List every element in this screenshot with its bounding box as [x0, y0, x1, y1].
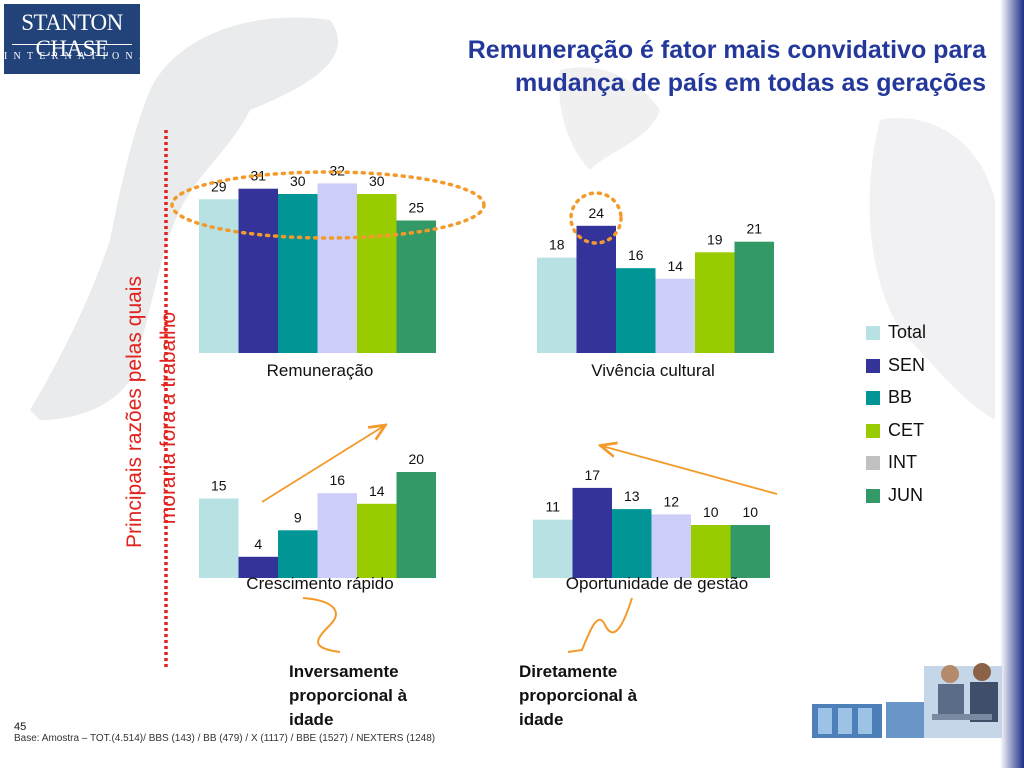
chart-panel-3: 11 17 13 12 10 10 Oportunidade de gestão — [533, 467, 770, 593]
category-label: Remuneração — [267, 361, 374, 380]
bar-sen — [572, 487, 612, 578]
page-number: 45 — [14, 721, 27, 733]
value-label: 4 — [254, 536, 262, 552]
bar-cet — [357, 503, 397, 578]
squiggle-connector-right — [567, 597, 633, 653]
value-label: 10 — [703, 504, 719, 520]
bar-sen — [238, 188, 278, 353]
value-label: 16 — [329, 472, 345, 488]
trend-arrow-up — [261, 426, 384, 503]
title-line-2: mudança de país em todas as gerações — [514, 69, 986, 97]
highlight-circle — [569, 191, 623, 245]
value-label: 16 — [628, 247, 644, 263]
bar-cet — [691, 525, 731, 578]
bar-bb — [278, 530, 318, 578]
legend-swatch — [866, 456, 880, 470]
title-line-1: Remuneração é fator mais convidativo par… — [467, 36, 986, 64]
bar-jun — [396, 472, 436, 578]
bar-sen — [576, 225, 616, 353]
logo-line-1: STANTON CHASE — [21, 10, 123, 61]
note-direct: Diretamente proporcional à idade — [519, 660, 637, 732]
bar-jun — [396, 220, 436, 353]
bar-int — [317, 183, 357, 353]
note-inverse-line-1: Inversamente — [289, 662, 399, 681]
trend-arrow-down — [602, 446, 778, 495]
legend-swatch — [866, 391, 880, 405]
legend-label: JUN — [888, 484, 923, 505]
squiggle-connector-left — [302, 597, 341, 653]
value-label: 13 — [624, 488, 640, 504]
value-label: 20 — [408, 451, 424, 467]
bar-sen — [238, 556, 278, 578]
legend-label: BB — [888, 387, 913, 407]
bar-jun — [734, 241, 774, 353]
bar-jun — [730, 525, 770, 578]
legend-label: INT — [888, 452, 917, 472]
legend-swatch — [866, 423, 880, 438]
note-direct-line-2: proporcional à — [519, 686, 638, 705]
bar-cet — [357, 194, 397, 353]
value-label: 11 — [545, 499, 560, 515]
category-label: Vivência cultural — [591, 361, 714, 380]
bar-bb — [278, 194, 318, 353]
value-label: 30 — [369, 173, 385, 189]
value-label: 32 — [329, 162, 345, 178]
note-inverse-line-2: proporcional à — [289, 686, 408, 705]
legend-swatch — [866, 488, 880, 503]
bar-cet — [695, 252, 735, 353]
bar-int — [655, 278, 695, 353]
legend-label: Total — [888, 322, 927, 342]
bar-int — [317, 493, 357, 578]
value-label: 14 — [369, 483, 385, 499]
company-logo: STANTON CHASE INTERNATIONAL — [4, 4, 165, 74]
category-label: Oportunidade de gestão — [566, 574, 748, 593]
slide-title: Remuneração é fator mais convidativo par… — [240, 34, 986, 100]
note-direct-line-1: Diretamente — [519, 662, 618, 681]
note-direct-line-3: idade — [519, 710, 564, 729]
value-label: 21 — [746, 221, 762, 237]
logo-line-2: INTERNATIONAL — [4, 51, 165, 62]
highlight-ellipse — [170, 170, 486, 240]
value-label: 24 — [588, 205, 604, 221]
chart-panel-2: 15 4 9 16 14 20 Crescimento rápido — [199, 451, 436, 593]
note-inverse: Inversamente proporcional à idade — [289, 660, 407, 732]
category-label: Crescimento rápido — [246, 574, 393, 593]
bar-total — [537, 257, 577, 353]
bar-total — [533, 519, 573, 578]
value-label: 18 — [549, 237, 565, 253]
legend-label: SEN — [888, 354, 926, 375]
bar-int — [651, 514, 691, 578]
legend-swatch — [866, 358, 880, 373]
value-label: 29 — [211, 178, 227, 194]
bar-total — [199, 199, 239, 353]
footnote: Base: Amostra – TOT.(4.514)/ BBS (143) /… — [14, 733, 436, 744]
value-label: 12 — [663, 493, 679, 509]
bar-total — [199, 498, 239, 578]
value-label: 14 — [667, 258, 683, 274]
value-label: 9 — [294, 509, 302, 525]
value-label: 17 — [584, 467, 600, 483]
bar-bb — [612, 509, 652, 578]
value-label: 25 — [408, 200, 424, 216]
value-label: 15 — [211, 478, 227, 494]
bar-bb — [616, 268, 656, 353]
business-people-photo — [812, 663, 1002, 738]
legend-swatch — [866, 326, 880, 340]
logo-divider — [12, 44, 132, 45]
value-label: 10 — [742, 504, 758, 520]
value-label: 19 — [707, 231, 723, 247]
value-label: 30 — [290, 173, 306, 189]
legend-label: CET — [888, 419, 924, 440]
chart-panel-1: 18 24 16 14 19 21 Vivência cultural — [537, 205, 774, 380]
note-inverse-line-3: idade — [289, 710, 334, 729]
